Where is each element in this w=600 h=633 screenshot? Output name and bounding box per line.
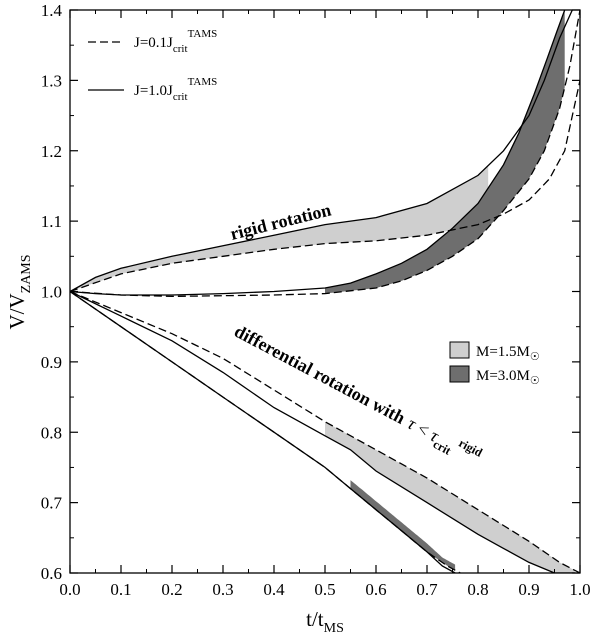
y-tick-label: 0.7 (41, 494, 63, 513)
curve-rigid-3-0-j-0-1 (70, 10, 580, 298)
y-tick-label: 1.1 (41, 212, 62, 231)
y-tick-label: 1.4 (41, 1, 63, 20)
curve-differential-1-5-j-1-0 (70, 290, 575, 573)
legend-swatch-light (449, 341, 470, 359)
x-tick-label: 0.1 (110, 580, 131, 599)
y-tick-label: 1.0 (41, 283, 62, 302)
legend-dashed-label: J=0.1JcritTAMS (134, 28, 217, 55)
x-tick-label: 1.0 (569, 580, 590, 599)
bands-layer (70, 10, 575, 573)
band-rigid-m-3-0-band (325, 10, 565, 294)
x-axis-label: t/tMS (306, 607, 344, 633)
x-tick-label: 0.6 (365, 580, 386, 599)
x-tick-label: 0.0 (59, 580, 80, 599)
legend-mass-3-0-label: M=3.0M☉ (476, 368, 540, 387)
y-axis-label: V/VZAMS (5, 254, 34, 329)
band-rigid-m-1-5-band (70, 165, 489, 292)
x-tick-label: 0.9 (518, 580, 539, 599)
curve-differential-3-0-j-1-0 (70, 290, 456, 573)
x-tick-label: 0.8 (467, 580, 488, 599)
y-tick-label: 0.8 (41, 423, 62, 442)
x-tick-label: 0.2 (161, 580, 182, 599)
legend-mass-1-5-label: M=1.5M☉ (476, 344, 540, 363)
fill-legend: M=1.5M☉ M=3.0M☉ (449, 341, 540, 387)
line-legend: J=0.1JcritTAMS J=1.0JcritTAMS (88, 28, 217, 103)
y-tick-label: 0.6 (41, 564, 62, 583)
x-tick-label: 0.7 (416, 580, 438, 599)
y-tick-label: 1.2 (41, 142, 62, 161)
curves-layer (70, 10, 580, 573)
curve-rigid-3-0-j-1-0 (70, 10, 566, 296)
x-tick-label: 0.5 (314, 580, 335, 599)
y-tick-label: 1.3 (41, 71, 62, 90)
legend-swatch-dark (449, 365, 470, 383)
band-differential-m-1-5-band (325, 421, 575, 573)
x-tick-label: 0.3 (212, 580, 233, 599)
y-tick-label: 0.9 (41, 353, 62, 372)
legend-solid-label: J=1.0JcritTAMS (134, 76, 217, 103)
ticks-layer: 0.0 0.1 0.2 0.3 0.4 0.5 0.6 0.7 0.8 0.9 1.0 0.6 0.7 0… (41, 1, 591, 599)
curve-rigid-1-5-j-1-0 (70, 10, 573, 293)
band-differential-m-3-0-band (350, 480, 456, 571)
curve-rigid-1-5-j-0-1 (70, 80, 580, 293)
x-tick-label: 0.4 (263, 580, 285, 599)
curve-differential-1-5-j-0-1 (70, 290, 580, 573)
